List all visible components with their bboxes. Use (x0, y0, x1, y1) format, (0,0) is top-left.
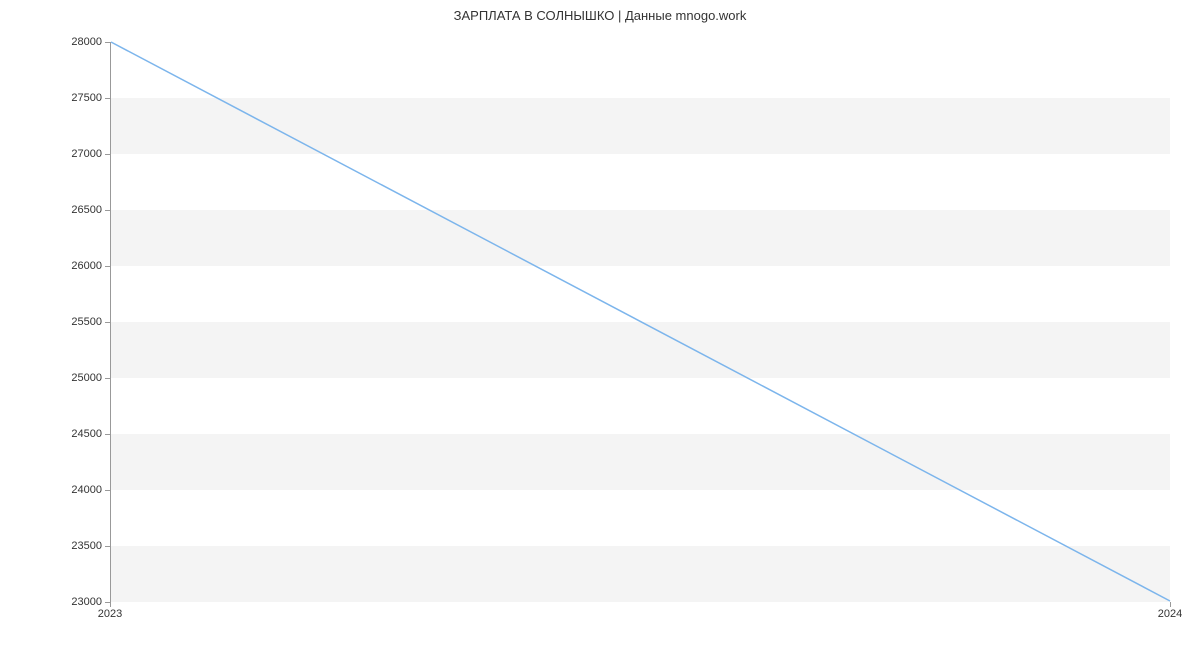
y-axis-tick-label: 24000 (71, 484, 102, 496)
y-axis-tick-label: 27000 (71, 148, 102, 160)
y-axis-tick-label: 28000 (71, 36, 102, 48)
y-axis-tick-mark (105, 434, 110, 435)
plot-area (110, 42, 1170, 602)
y-axis-tick-label: 26500 (71, 204, 102, 216)
y-axis-tick-mark (105, 98, 110, 99)
y-axis-tick-mark (105, 210, 110, 211)
y-axis-tick-mark (105, 42, 110, 43)
salary-chart: ЗАРПЛАТА В СОЛНЫШКО | Данные mnogo.work … (0, 0, 1200, 650)
x-axis-tick-mark (1170, 602, 1171, 607)
y-axis-tick-mark (105, 490, 110, 491)
y-axis-tick-label: 23000 (71, 596, 102, 608)
chart-title: ЗАРПЛАТА В СОЛНЫШКО | Данные mnogo.work (0, 8, 1200, 23)
y-axis-tick-label: 26000 (71, 260, 102, 272)
y-axis-tick-mark (105, 546, 110, 547)
line-series (111, 42, 1170, 601)
x-axis-tick-label: 2024 (1158, 608, 1182, 620)
y-axis-tick-label: 27500 (71, 92, 102, 104)
y-axis-tick-mark (105, 378, 110, 379)
x-axis-tick-label: 2023 (98, 608, 122, 620)
x-axis-tick-mark (110, 602, 111, 607)
y-axis-tick-mark (105, 154, 110, 155)
series-line (111, 42, 1170, 601)
y-axis-tick-mark (105, 322, 110, 323)
y-axis-tick-label: 25000 (71, 372, 102, 384)
y-axis-tick-label: 23500 (71, 540, 102, 552)
y-axis-tick-label: 24500 (71, 428, 102, 440)
y-axis-tick-label: 25500 (71, 316, 102, 328)
y-axis-tick-mark (105, 266, 110, 267)
